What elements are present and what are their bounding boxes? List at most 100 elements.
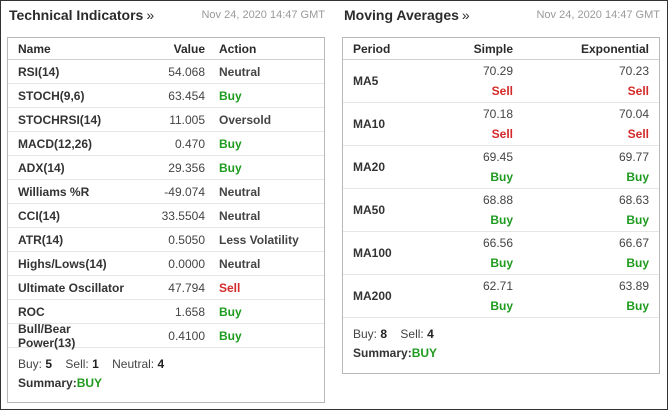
simple-action: Buy: [490, 299, 513, 313]
indicator-name: CCI(14): [18, 208, 61, 223]
simple-value: 70.18: [482, 107, 513, 121]
indicator-action: Neutral: [219, 256, 261, 271]
exponential-cell: 70.23 Sell: [513, 60, 659, 102]
exponential-action: Sell: [627, 84, 649, 98]
ma-period: MA10: [353, 117, 386, 131]
exponential-value: 63.89: [618, 279, 649, 293]
table-row: ATR(14) 0.5050 Less Volatility: [8, 228, 324, 252]
technical-indicators-title: Technical Indicators: [9, 7, 144, 23]
simple-action: Buy: [490, 170, 513, 184]
exponential-action: Buy: [626, 170, 649, 184]
moving-averages-rows: MA5 70.29 Sell 70.23 Sell MA10 70.18 Sell 70.04 S…: [343, 60, 659, 318]
technical-counts: Buy: 5 Sell: 1 Neutral: 4: [18, 356, 314, 372]
simple-action: Sell: [491, 127, 513, 141]
moving-counts: Buy: 8 Sell: 4: [353, 326, 649, 342]
indicator-value: 63.454: [168, 88, 205, 103]
simple-value: 69.45: [482, 150, 513, 164]
table-row: MA200 62.71 Buy 63.89 Buy: [343, 275, 659, 318]
indicator-value: 33.5504: [161, 208, 205, 223]
indicator-action: Buy: [219, 328, 242, 343]
buy-count: 5: [45, 357, 53, 371]
ma-period: MA20: [353, 160, 386, 174]
table-header: Period Simple Exponential: [343, 38, 659, 60]
indicator-action: Neutral: [219, 184, 261, 199]
indicator-value: 0.5050: [168, 232, 205, 247]
indicator-value: -49.074: [164, 184, 205, 199]
simple-action: Buy: [490, 213, 513, 227]
indicator-name: Bull/Bear Power(13): [18, 321, 76, 350]
exponential-action: Buy: [626, 213, 649, 227]
simple-cell: 68.88 Buy: [421, 189, 513, 231]
technical-indicators-title-link[interactable]: Technical Indicators»: [9, 7, 154, 23]
indicator-name: Williams %R: [18, 184, 90, 199]
indicator-action: Neutral: [219, 208, 261, 223]
simple-cell: 69.45 Buy: [421, 146, 513, 188]
indicator-action: Less Volatility: [219, 232, 299, 247]
simple-cell: 66.56 Buy: [421, 232, 513, 274]
technical-indicators-table: Name Value Action RSI(14) 54.068 Neutral ST…: [7, 37, 325, 403]
table-row: Williams %R -49.074 Neutral: [8, 180, 324, 204]
exponential-action: Buy: [626, 256, 649, 270]
indicator-name: RSI(14): [18, 64, 60, 79]
buy-count: 8: [380, 327, 388, 341]
exponential-cell: 70.04 Sell: [513, 103, 659, 145]
indicator-value: 1.658: [174, 304, 205, 319]
exponential-cell: 69.77 Buy: [513, 146, 659, 188]
simple-cell: 62.71 Buy: [421, 275, 513, 317]
ma-period: MA50: [353, 203, 386, 217]
simple-cell: 70.18 Sell: [421, 103, 513, 145]
summary-label: Summary:: [18, 376, 77, 390]
indicator-name: ROC: [18, 304, 45, 319]
indicator-name: Ultimate Oscillator: [18, 280, 125, 295]
indicator-value: 29.356: [168, 160, 205, 175]
technical-indicators-header: Technical Indicators» Nov 24, 2020 14:47…: [7, 1, 325, 31]
simple-cell: 70.29 Sell: [421, 60, 513, 102]
moving-averages-title-link[interactable]: Moving Averages»: [344, 7, 470, 23]
moving-averages-table: Period Simple Exponential MA5 70.29 Sell 70…: [342, 37, 660, 374]
technical-summary: Summary:BUY: [18, 375, 314, 391]
table-row: STOCHRSI(14) 11.005 Oversold: [8, 108, 324, 132]
summary-value: BUY: [411, 346, 438, 360]
indicator-name: ADX(14): [18, 160, 65, 175]
table-row: Ultimate Oscillator 47.794 Sell: [8, 276, 324, 300]
indicator-action: Buy: [219, 136, 242, 151]
sell-count: 1: [92, 357, 99, 371]
table-header: Name Value Action: [8, 38, 324, 60]
moving-averages-timestamp: Nov 24, 2020 14:47 GMT: [536, 9, 660, 21]
indicator-action: Sell: [219, 280, 241, 295]
column-header-exponential: Exponential: [580, 41, 649, 56]
column-header-period: Period: [353, 41, 391, 56]
simple-value: 68.88: [482, 193, 513, 207]
indicator-name: ATR(14): [18, 232, 64, 247]
indicator-action: Buy: [219, 160, 242, 175]
technical-indicators-rows: RSI(14) 54.068 Neutral STOCH(9,6) 63.454 Buy S…: [8, 60, 324, 350]
simple-value: 66.56: [482, 236, 513, 250]
buy-count-label: Buy:: [353, 327, 378, 341]
exponential-value: 66.67: [618, 236, 649, 250]
ma-period: MA100: [353, 246, 392, 260]
buy-count-label: Buy:: [18, 357, 43, 371]
indicator-name: STOCHRSI(14): [18, 112, 102, 127]
exponential-value: 70.04: [618, 107, 649, 121]
technical-indicators-panel: Technical Indicators» Nov 24, 2020 14:47…: [7, 1, 325, 403]
more-arrow-icon: »: [146, 7, 155, 23]
indicator-action: Neutral: [219, 64, 261, 79]
simple-action: Sell: [491, 84, 513, 98]
exponential-action: Sell: [627, 127, 649, 141]
indicator-value: 11.005: [169, 112, 205, 127]
exponential-cell: 63.89 Buy: [513, 275, 659, 317]
moving-averages-title: Moving Averages: [344, 7, 459, 23]
technical-indicators-timestamp: Nov 24, 2020 14:47 GMT: [201, 9, 325, 21]
exponential-value: 69.77: [618, 150, 649, 164]
simple-value: 62.71: [482, 279, 513, 293]
indicator-name: MACD(12,26): [18, 136, 93, 151]
table-row: RSI(14) 54.068 Neutral: [8, 60, 324, 84]
moving-summary: Summary:BUY: [353, 345, 649, 361]
table-row: ADX(14) 29.356 Buy: [8, 156, 324, 180]
moving-averages-header: Moving Averages» Nov 24, 2020 14:47 GMT: [342, 1, 660, 31]
indicator-action: Buy: [219, 304, 242, 319]
table-row: MA5 70.29 Sell 70.23 Sell: [343, 60, 659, 103]
exponential-value: 68.63: [618, 193, 649, 207]
table-row: ROC 1.658 Buy: [8, 300, 324, 324]
